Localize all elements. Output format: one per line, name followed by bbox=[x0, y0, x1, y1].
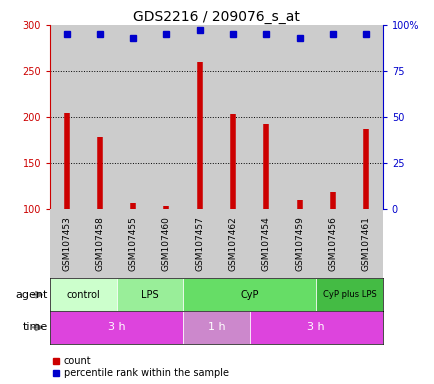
Bar bbox=[316, 209, 349, 278]
Bar bbox=[349, 25, 382, 209]
Bar bbox=[316, 25, 349, 209]
Bar bbox=[50, 278, 116, 311]
Bar bbox=[83, 209, 116, 278]
Text: GSM107456: GSM107456 bbox=[328, 217, 337, 271]
Bar bbox=[183, 209, 216, 278]
Text: GSM107459: GSM107459 bbox=[294, 217, 303, 271]
Text: 1 h: 1 h bbox=[207, 322, 225, 333]
Text: control: control bbox=[66, 290, 100, 300]
Text: GSM107458: GSM107458 bbox=[95, 217, 104, 271]
Bar bbox=[116, 278, 183, 311]
Text: 3 h: 3 h bbox=[307, 322, 324, 333]
Bar bbox=[283, 25, 316, 209]
Bar bbox=[183, 25, 216, 209]
Bar bbox=[283, 209, 316, 278]
Bar bbox=[83, 25, 116, 209]
Text: agent: agent bbox=[16, 290, 48, 300]
Bar bbox=[216, 209, 249, 278]
Text: GSM107460: GSM107460 bbox=[161, 217, 171, 271]
Bar bbox=[249, 209, 283, 278]
Bar bbox=[150, 25, 183, 209]
Text: LPS: LPS bbox=[141, 290, 158, 300]
Bar bbox=[183, 278, 316, 311]
Text: 3 h: 3 h bbox=[108, 322, 125, 333]
Bar bbox=[50, 209, 83, 278]
Bar bbox=[349, 209, 382, 278]
Text: GSM107457: GSM107457 bbox=[195, 217, 204, 271]
Title: GDS2216 / 209076_s_at: GDS2216 / 209076_s_at bbox=[133, 10, 299, 24]
Bar bbox=[316, 278, 382, 311]
Bar bbox=[149, 209, 183, 278]
Bar bbox=[183, 311, 249, 344]
Legend: count, percentile rank within the sample: count, percentile rank within the sample bbox=[48, 353, 232, 382]
Text: GSM107461: GSM107461 bbox=[361, 217, 370, 271]
Text: CyP plus LPS: CyP plus LPS bbox=[322, 290, 375, 299]
Bar bbox=[249, 25, 283, 209]
Bar bbox=[249, 311, 382, 344]
Text: GSM107455: GSM107455 bbox=[128, 217, 138, 271]
Text: GSM107454: GSM107454 bbox=[261, 217, 270, 271]
Bar bbox=[50, 25, 83, 209]
Bar bbox=[50, 311, 183, 344]
Bar bbox=[116, 25, 150, 209]
Text: GSM107453: GSM107453 bbox=[62, 217, 71, 271]
Text: time: time bbox=[23, 322, 48, 333]
Bar bbox=[216, 25, 249, 209]
Text: GSM107462: GSM107462 bbox=[228, 217, 237, 271]
Text: CyP: CyP bbox=[240, 290, 258, 300]
Bar bbox=[116, 209, 149, 278]
